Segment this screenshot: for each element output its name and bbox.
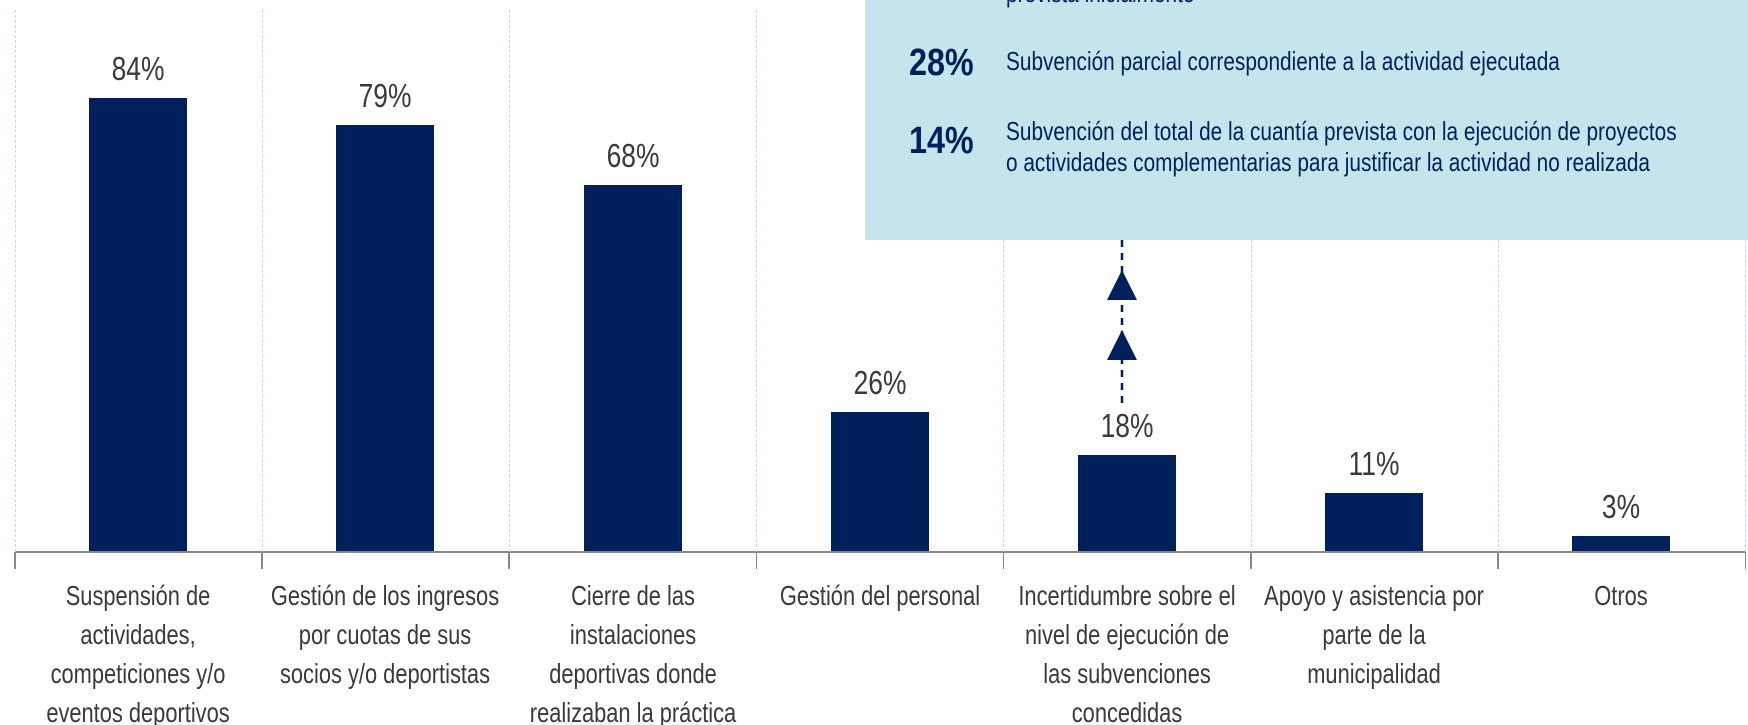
bar <box>1572 535 1671 552</box>
annotation-lead: prevista inicialmente <box>1006 0 1194 9</box>
arrow <box>1107 330 1137 360</box>
x-tick-label: Suspensión de actividades, competiciones… <box>46 580 230 725</box>
annotation-value: 14% <box>909 120 974 162</box>
annotation-box: prevista inicialmente 28% Subvención par… <box>865 0 1748 240</box>
tick-mark <box>1744 552 1746 569</box>
grid-line <box>756 10 758 552</box>
grid-line <box>1250 10 1252 552</box>
tick-mark <box>1497 552 1499 569</box>
tick-mark <box>14 552 16 569</box>
grid-line <box>508 10 510 552</box>
value-label: 68% <box>606 136 659 174</box>
annotation-text: Subvención parcial correspondiente a la … <box>1006 46 1560 76</box>
value-label: 18% <box>1100 406 1154 444</box>
tick-mark <box>755 552 758 569</box>
value-label: 84% <box>111 50 165 88</box>
grid-line <box>261 10 263 552</box>
x-tick-label: Gestión del personal <box>779 580 980 611</box>
bar <box>830 411 929 552</box>
tick-mark <box>261 552 263 569</box>
bar <box>583 184 682 552</box>
x-tick-label: Incertidumbre sobre el nivel de ejecució… <box>1018 580 1236 725</box>
grid-line <box>14 10 16 552</box>
x-tick-label: Gestión de los ingresos por cuotas de su… <box>271 580 500 689</box>
bar <box>1077 454 1176 552</box>
x-tick-label: Otros <box>1594 580 1649 611</box>
x-tick-label: Apoyo y asistencia por parte de la munic… <box>1264 580 1485 689</box>
annotation-value: 28% <box>909 42 974 84</box>
tick-mark <box>1250 552 1252 569</box>
bar <box>336 125 435 552</box>
bar <box>1325 492 1424 552</box>
x-tick-label: Cierre de las instalaciones deportivas d… <box>529 580 736 725</box>
value-label: 3% <box>1602 487 1641 525</box>
arrow <box>1107 270 1137 300</box>
grid-line <box>1003 10 1005 552</box>
x-axis <box>14 551 1745 553</box>
annotation-text: Subvención del total de la cuantía previ… <box>1006 116 1677 177</box>
tick-mark <box>1002 552 1005 569</box>
value-label: 26% <box>853 363 907 401</box>
tick-mark <box>508 552 510 569</box>
value-label: 79% <box>358 77 412 115</box>
value-label: 11% <box>1348 444 1400 482</box>
grid-line <box>1497 10 1499 552</box>
grid-line <box>1745 10 1746 552</box>
bar <box>89 98 188 552</box>
